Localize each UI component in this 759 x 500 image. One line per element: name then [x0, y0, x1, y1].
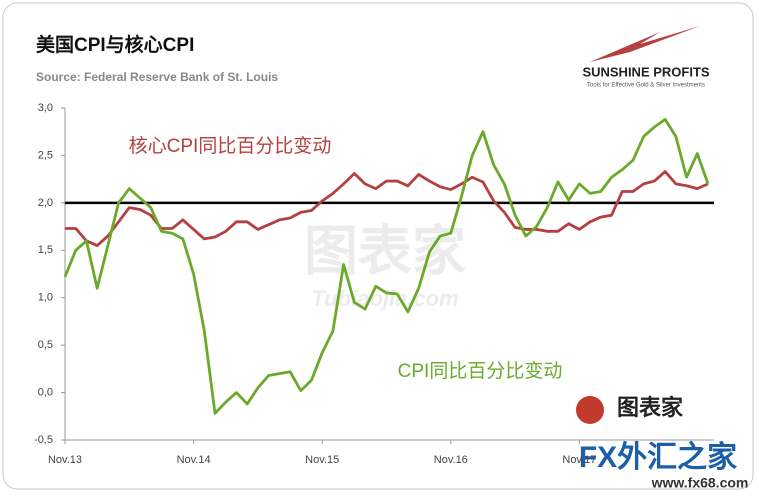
logo-tagline: Tools for Effective Gold & Silver Invest… [587, 83, 705, 89]
y-tick-label: 0,5 [38, 339, 53, 351]
series-line [63, 117, 710, 415]
y-tick-label: 2,5 [38, 149, 53, 161]
y-tick-label: -0,5 [34, 434, 53, 446]
y-tick-label: 3,0 [38, 102, 53, 114]
x-tick-label: Nov.14 [177, 454, 211, 466]
watermark: www.fx68.com [651, 475, 749, 491]
watermark: Tubiaojia.com [622, 421, 678, 431]
logo: SUNSHINE PROFITS Tools for Effective Gol… [582, 26, 710, 89]
y-tick-label: 1,0 [38, 292, 53, 304]
chart-title: 美国CPI与核心CPI [36, 33, 194, 56]
series-label: CPI同比百分比变动 [398, 360, 563, 382]
y-tick-label: 1,5 [38, 244, 53, 256]
logo-name: SUNSHINE PROFITS [582, 64, 709, 79]
series-label: 核心CPI同比百分比变动 [129, 135, 332, 157]
watermark: 图表家 [304, 221, 466, 281]
logo-swoosh [590, 26, 700, 62]
x-tick-label: Nov.15 [305, 454, 339, 466]
series-line [65, 170, 709, 247]
y-tick-label: 2,0 [38, 197, 53, 209]
y-tick-label: 0,0 [38, 386, 53, 398]
watermark-icon [576, 396, 604, 424]
watermark: Tubiaojia.com [311, 286, 459, 311]
x-tick-label: Nov.17 [562, 454, 596, 466]
subtitle: Source: Federal Reserve Bank of St. Loui… [36, 70, 278, 84]
x-tick-label: Nov.16 [434, 454, 468, 466]
card [2, 2, 754, 490]
watermark: 图表家 [617, 395, 684, 420]
x-tick-label: Nov.13 [48, 454, 82, 466]
watermark: FX外汇之家 [579, 440, 737, 474]
